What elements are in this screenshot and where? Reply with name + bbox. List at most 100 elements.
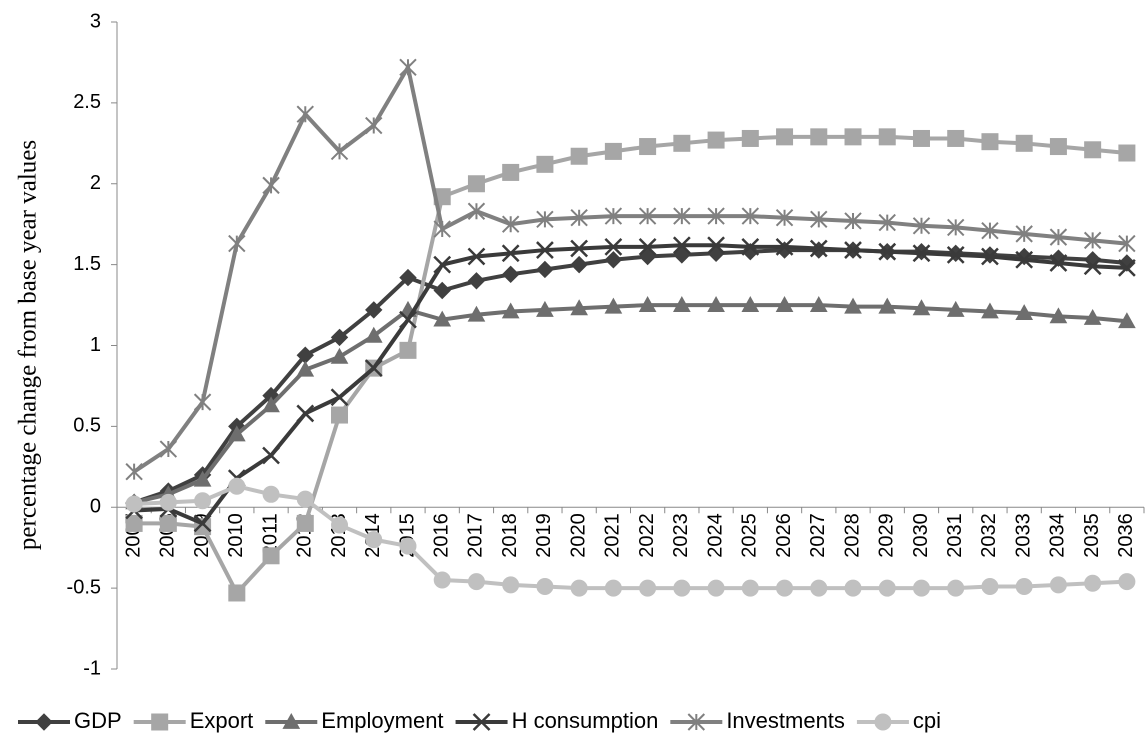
marker	[776, 128, 794, 146]
y-tick-label: -1	[83, 657, 101, 679]
marker	[775, 296, 794, 312]
marker	[1118, 234, 1136, 253]
marker	[536, 241, 554, 259]
marker	[536, 155, 554, 173]
marker	[844, 579, 862, 597]
marker	[433, 281, 451, 300]
marker	[262, 176, 280, 195]
marker	[296, 404, 315, 423]
y-tick-label: 3	[90, 10, 101, 32]
marker	[1049, 228, 1068, 246]
marker	[433, 310, 452, 327]
x-tick-label: 2026	[773, 513, 795, 558]
marker	[501, 244, 520, 263]
marker	[741, 579, 759, 597]
marker	[228, 584, 246, 602]
marker	[874, 713, 892, 731]
marker	[467, 247, 486, 266]
marker	[1015, 134, 1033, 152]
x-tick-label: 2020	[567, 513, 589, 558]
marker	[878, 242, 897, 261]
marker	[981, 133, 999, 151]
y-tick-label: 2.5	[73, 91, 101, 113]
series-line	[133, 303, 1128, 505]
marker	[707, 244, 725, 263]
marker	[570, 239, 589, 258]
marker	[844, 241, 862, 259]
y-tick-label: 2	[90, 172, 101, 194]
marker	[673, 579, 691, 597]
marker	[364, 326, 383, 343]
marker	[1015, 578, 1033, 596]
marker	[1049, 576, 1067, 594]
legend-item: GDP	[18, 708, 122, 733]
x-tick-label: 2019	[533, 513, 555, 558]
marker	[467, 305, 486, 322]
marker	[125, 462, 143, 481]
x-tick-label: 2021	[602, 513, 624, 558]
marker	[707, 207, 725, 225]
marker	[1049, 138, 1067, 156]
y-tick-label: 1.5	[73, 253, 101, 275]
marker	[604, 207, 623, 225]
marker	[262, 396, 280, 413]
legend-label: Employment	[321, 708, 443, 733]
marker	[330, 388, 349, 407]
marker	[1049, 307, 1068, 324]
marker	[844, 212, 862, 230]
marker	[687, 713, 706, 731]
marker	[981, 247, 999, 266]
marker	[472, 713, 491, 731]
marker	[673, 207, 691, 225]
marker	[227, 425, 246, 442]
marker	[809, 296, 828, 312]
marker	[673, 134, 691, 152]
marker	[501, 215, 520, 233]
marker	[1117, 258, 1136, 277]
marker	[570, 209, 588, 227]
marker	[1118, 312, 1136, 329]
marker	[399, 58, 417, 76]
marker	[330, 142, 349, 161]
legend-label: H consumption	[512, 708, 659, 733]
marker	[193, 470, 212, 487]
y-axis-title: percentage change from base year values	[15, 140, 42, 550]
marker	[1015, 250, 1034, 269]
marker	[282, 712, 301, 729]
marker	[331, 516, 349, 534]
marker	[35, 713, 53, 731]
marker	[501, 265, 520, 284]
x-tick-label: 2010	[225, 513, 247, 558]
marker	[1084, 141, 1102, 159]
legend-label: Export	[190, 708, 254, 733]
legend-item: Export	[133, 708, 254, 733]
marker	[193, 393, 212, 411]
marker	[947, 129, 965, 147]
marker	[707, 236, 725, 255]
marker	[570, 147, 588, 165]
marker	[604, 297, 623, 314]
x-tick-label: 2033	[1012, 513, 1034, 558]
marker	[467, 573, 485, 591]
marker	[570, 579, 588, 597]
x-tick-label: 2011	[259, 513, 281, 556]
legend-item: Investments	[670, 708, 845, 733]
marker	[741, 237, 760, 256]
marker	[707, 131, 725, 149]
marker	[502, 576, 520, 594]
legend-item: H consumption	[455, 708, 659, 733]
legend-item: cpi	[856, 708, 941, 733]
marker	[262, 547, 280, 565]
marker	[639, 138, 657, 156]
marker	[604, 237, 623, 256]
legend-label: cpi	[913, 708, 941, 733]
x-tick-label: 2030	[910, 513, 932, 558]
marker	[159, 493, 177, 511]
marker	[604, 579, 622, 597]
marker	[365, 531, 383, 549]
legend-item: Employment	[265, 708, 444, 733]
x-tick-label: 2035	[1081, 513, 1103, 558]
marker	[844, 297, 862, 314]
marker	[296, 490, 314, 508]
